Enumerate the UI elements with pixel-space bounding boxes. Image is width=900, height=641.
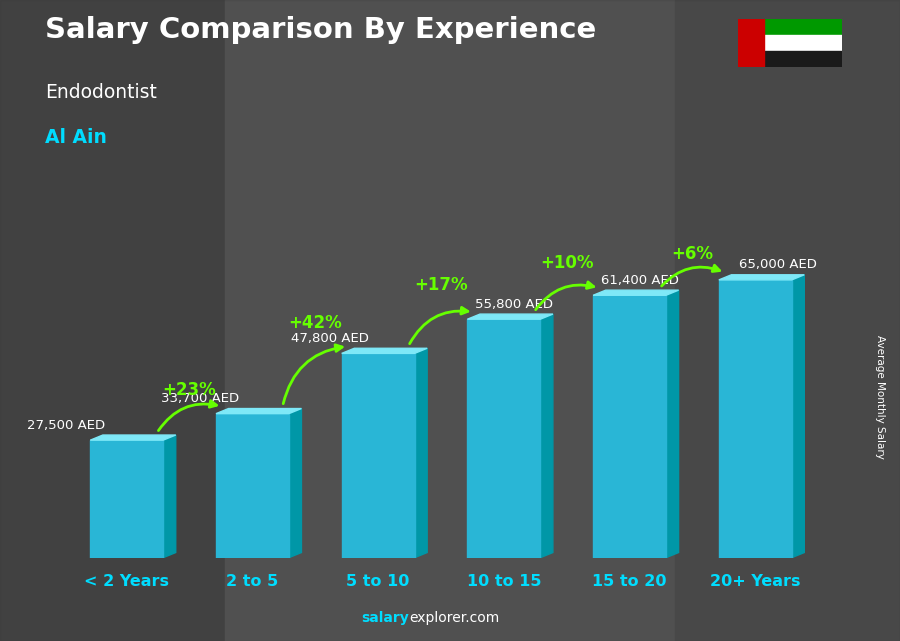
- Text: explorer.com: explorer.com: [410, 611, 500, 625]
- Bar: [467, 319, 540, 558]
- Polygon shape: [342, 348, 428, 353]
- Bar: [90, 440, 163, 558]
- Text: 33,700 AED: 33,700 AED: [160, 392, 238, 405]
- Bar: [0, 0, 225, 641]
- Polygon shape: [467, 314, 553, 319]
- Bar: [216, 413, 289, 558]
- Bar: [738, 19, 842, 35]
- Bar: [593, 296, 666, 558]
- Bar: [675, 0, 900, 641]
- Polygon shape: [719, 275, 805, 280]
- Bar: [719, 280, 792, 558]
- Polygon shape: [216, 408, 302, 413]
- Text: 65,000 AED: 65,000 AED: [739, 258, 817, 271]
- Polygon shape: [90, 435, 176, 440]
- Text: +23%: +23%: [163, 381, 216, 399]
- Text: Average Monthly Salary: Average Monthly Salary: [875, 335, 886, 460]
- Text: 27,500 AED: 27,500 AED: [27, 419, 105, 431]
- Bar: [225, 0, 675, 641]
- Bar: [738, 51, 842, 67]
- Text: 61,400 AED: 61,400 AED: [600, 274, 679, 287]
- Bar: [342, 353, 415, 558]
- Polygon shape: [666, 290, 679, 558]
- Polygon shape: [540, 314, 553, 558]
- Text: +42%: +42%: [288, 314, 342, 332]
- Bar: [738, 35, 842, 51]
- Text: 55,800 AED: 55,800 AED: [475, 297, 553, 311]
- Bar: [738, 19, 764, 67]
- Text: Endodontist: Endodontist: [45, 83, 157, 103]
- Polygon shape: [792, 275, 805, 558]
- Text: salary: salary: [362, 611, 410, 625]
- Text: 47,800 AED: 47,800 AED: [292, 332, 369, 345]
- Text: +10%: +10%: [540, 254, 593, 272]
- Text: Al Ain: Al Ain: [45, 128, 107, 147]
- Polygon shape: [593, 290, 679, 296]
- Polygon shape: [163, 435, 176, 558]
- Text: +6%: +6%: [671, 245, 714, 263]
- Polygon shape: [289, 408, 302, 558]
- Text: Salary Comparison By Experience: Salary Comparison By Experience: [45, 16, 596, 44]
- Polygon shape: [415, 348, 428, 558]
- Text: +17%: +17%: [414, 276, 468, 294]
